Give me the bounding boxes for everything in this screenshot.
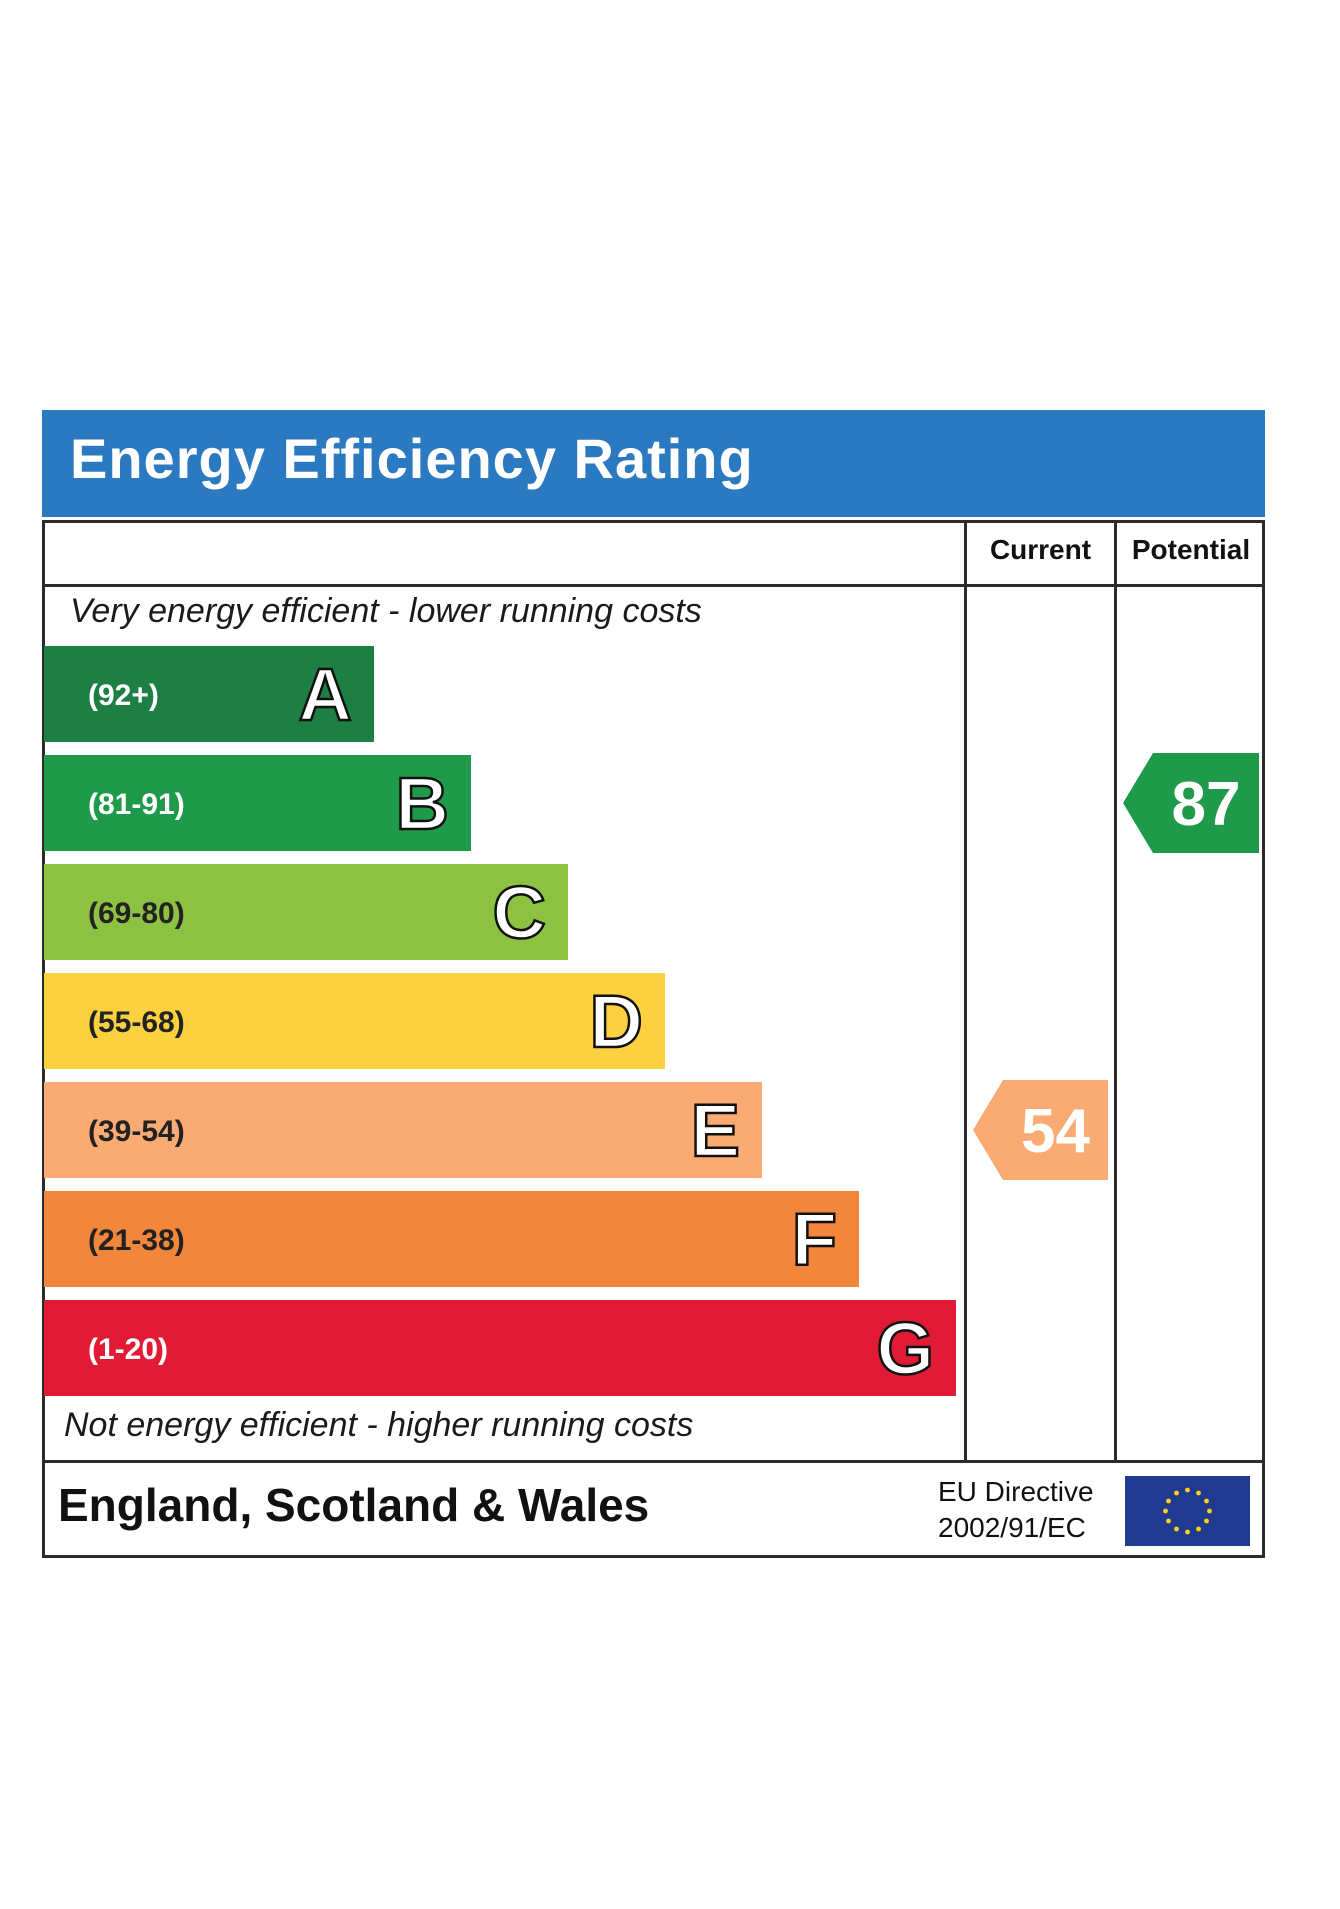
potential-column-header: Potential (1131, 534, 1251, 565)
band-g-bar (44, 1300, 956, 1396)
band-a-letter: A (299, 653, 352, 736)
chart-title: Energy Efficiency Rating (70, 427, 754, 490)
band-f-letter: F (792, 1198, 837, 1281)
header-divider (42, 584, 1265, 587)
rating-table-frame (42, 520, 1265, 1558)
band-f-range: (21-38) (88, 1224, 185, 1257)
eu-flag-icon (1125, 1476, 1250, 1546)
potential-column-divider (1114, 520, 1117, 1462)
band-b-range: (81-91) (88, 788, 185, 821)
footer-divider (42, 1460, 1265, 1463)
band-c-bar (44, 864, 568, 960)
band-f-bar (44, 1191, 859, 1287)
eu-stars-icon (1163, 1487, 1212, 1535)
potential-rating-arrow (1123, 753, 1259, 853)
bottom-caption: Not energy efficient - higher running co… (64, 1406, 694, 1444)
footer-region: England, Scotland & Wales (58, 1479, 650, 1531)
directive-line1: EU Directive (938, 1476, 1094, 1507)
current-column-header: Current (989, 534, 1092, 565)
band-g-letter: G (876, 1307, 934, 1390)
top-caption: Very energy efficient - lower running co… (70, 592, 702, 630)
band-d-letter: D (590, 980, 643, 1063)
current-rating-value: 54 (1021, 1097, 1090, 1166)
band-d-range: (55-68) (88, 1006, 185, 1039)
band-c-letter: C (493, 871, 546, 954)
title-bar (42, 410, 1265, 517)
band-c-range: (69-80) (88, 897, 185, 930)
current-column-divider (964, 520, 967, 1462)
band-g-range: (1-20) (88, 1333, 168, 1366)
potential-rating-value: 87 (1172, 770, 1241, 839)
band-e-range: (39-54) (88, 1115, 185, 1148)
band-a-range: (92+) (88, 679, 159, 712)
band-a-bar (44, 646, 374, 742)
band-d-bar (44, 973, 665, 1069)
directive-line2: 2002/91/EC (938, 1512, 1086, 1543)
band-b-bar (44, 755, 471, 851)
current-rating-arrow (973, 1080, 1108, 1180)
band-b-letter: B (396, 762, 449, 845)
band-e-letter: E (691, 1089, 740, 1172)
band-e-bar (44, 1082, 762, 1178)
